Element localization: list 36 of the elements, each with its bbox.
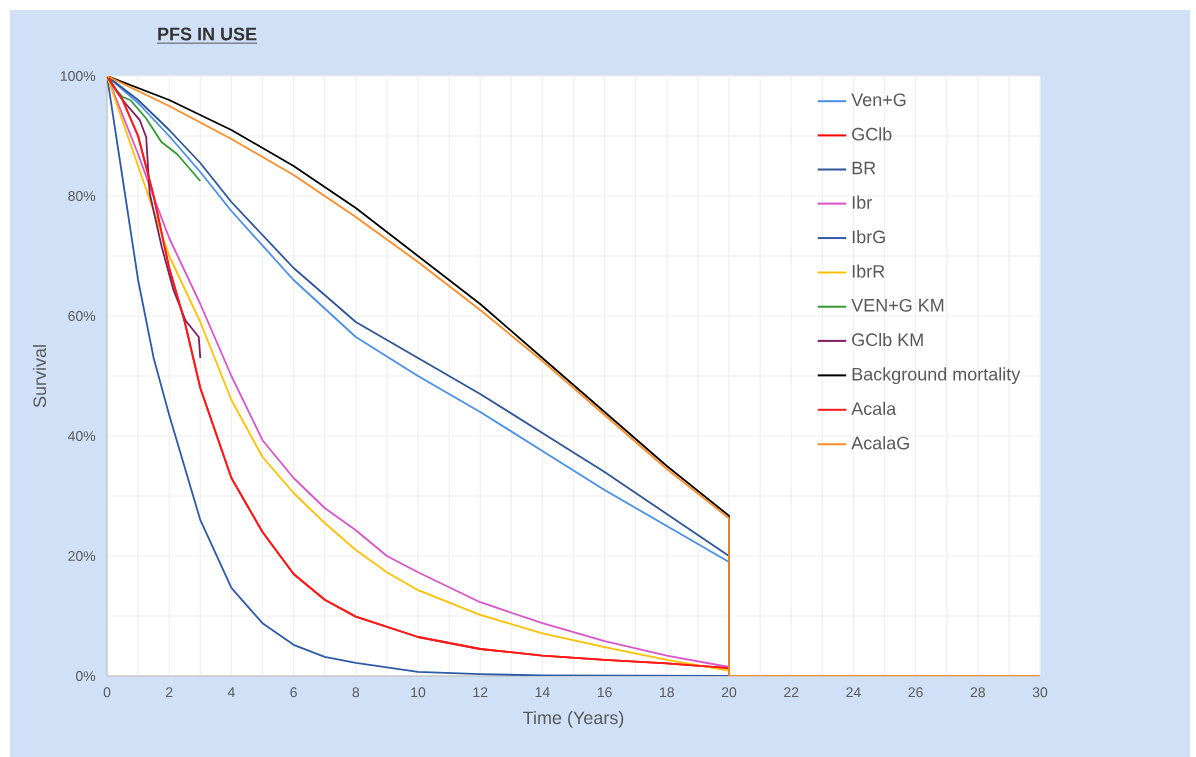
x-tick-label: 30 [1032,687,1048,698]
x-tick-label: 26 [908,687,923,698]
y-tick-label: 100% [60,71,96,81]
x-tick-label: 16 [597,687,612,698]
legend-label: Acala [851,401,897,416]
x-tick-label: 8 [352,687,360,698]
y-tick-label: 60% [68,311,96,321]
x-tick-label: 28 [970,687,985,698]
x-tick-label: 22 [784,687,799,698]
x-tick-label: 24 [846,687,861,698]
y-tick-label: 0% [75,671,96,681]
legend-label: Background mortality [852,367,1021,385]
legend-label: Ibr [852,195,872,209]
legend-label: IbrR [852,264,885,278]
x-tick-label: 10 [411,687,426,698]
x-tick-label: 14 [535,687,550,697]
x-tick-label: 12 [473,687,488,698]
x-tick-label: 2 [166,687,173,698]
x-axis-title: Time (Years) [523,710,624,728]
legend-label: GClb [852,127,892,141]
legend-label: VEN+G KM [851,298,944,312]
y-tick-label: 80% [68,191,96,201]
x-tick-label: 20 [721,687,737,698]
legend-label: BR [852,161,876,175]
legend-label: Ven+G [851,93,906,107]
legend-label: IbrG [852,230,885,244]
chart-title: PFS IN USE [158,27,257,41]
x-tick-label: 4 [227,687,235,697]
y-tick-label: 40% [67,431,96,441]
y-tick-label: 20% [68,551,96,561]
x-tick-label: 0 [103,687,111,698]
legend-label: AcalaG [851,436,909,450]
x-tick-label: 18 [660,687,674,698]
y-axis-title: Survival [32,345,47,408]
x-tick-label: 6 [290,687,297,698]
legend-label: GClb KM [852,332,923,347]
